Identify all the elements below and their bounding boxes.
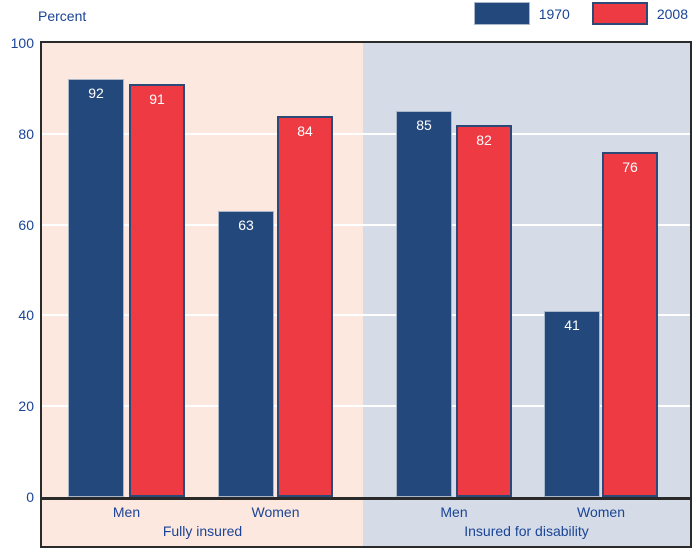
y-tick-label: 20	[18, 398, 34, 415]
bar-value-label: 92	[88, 85, 104, 102]
bar-2008-men-s1: 82	[456, 124, 512, 497]
legend: 1970 2008	[473, 2, 688, 25]
bar-value-label: 91	[149, 90, 165, 107]
gridline	[42, 405, 690, 408]
category-label: Men	[112, 504, 141, 520]
plot-area: 92 91 63 84 85 82 41 76	[40, 41, 692, 500]
band-cell-insured-for-disability: Insured for disability Men Women	[363, 500, 690, 546]
bar-value-label: 84	[297, 122, 313, 139]
category-label: Women	[251, 504, 300, 520]
bar-value-label: 41	[564, 316, 580, 333]
bar-value-label: 76	[622, 158, 638, 175]
section-label: Insured for disability	[464, 523, 589, 539]
bar-1970-men-s1: 85	[396, 111, 452, 497]
y-tick-label: 80	[18, 125, 34, 142]
y-tick-label: 40	[18, 307, 34, 324]
bar-value-label: 63	[238, 216, 254, 233]
section-label: Fully insured	[162, 523, 243, 539]
legend-label-2008: 2008	[656, 5, 688, 22]
category-label: Men	[440, 504, 468, 520]
bar-1970-men-s0: 92	[68, 79, 124, 497]
y-tick-label: 60	[18, 216, 34, 233]
bar-2008-men-s0: 91	[129, 83, 185, 497]
legend-swatch-2008	[591, 2, 648, 25]
gridline	[42, 132, 690, 135]
band-cell-fully-insured: Fully insured Men Women	[42, 500, 363, 546]
y-axis-title: Percent	[38, 8, 87, 24]
bar-2008-women-s1: 76	[602, 151, 658, 497]
gridline	[42, 223, 690, 226]
y-tick-label: 0	[26, 489, 34, 505]
legend-label-1970: 1970	[538, 5, 570, 22]
bar-1970-women-s1: 41	[544, 310, 600, 497]
bar-2008-women-s0: 84	[277, 115, 333, 497]
legend-swatch-1970	[473, 2, 530, 25]
bar-value-label: 82	[476, 131, 492, 148]
gridline	[42, 314, 690, 317]
category-label: Women	[577, 504, 625, 520]
bar-value-label: 85	[416, 117, 432, 134]
y-tick-label: 100	[10, 35, 34, 51]
category-band: Fully insured Men Women Insured for disab…	[40, 500, 692, 548]
bar-1970-women-s0: 63	[218, 210, 274, 497]
